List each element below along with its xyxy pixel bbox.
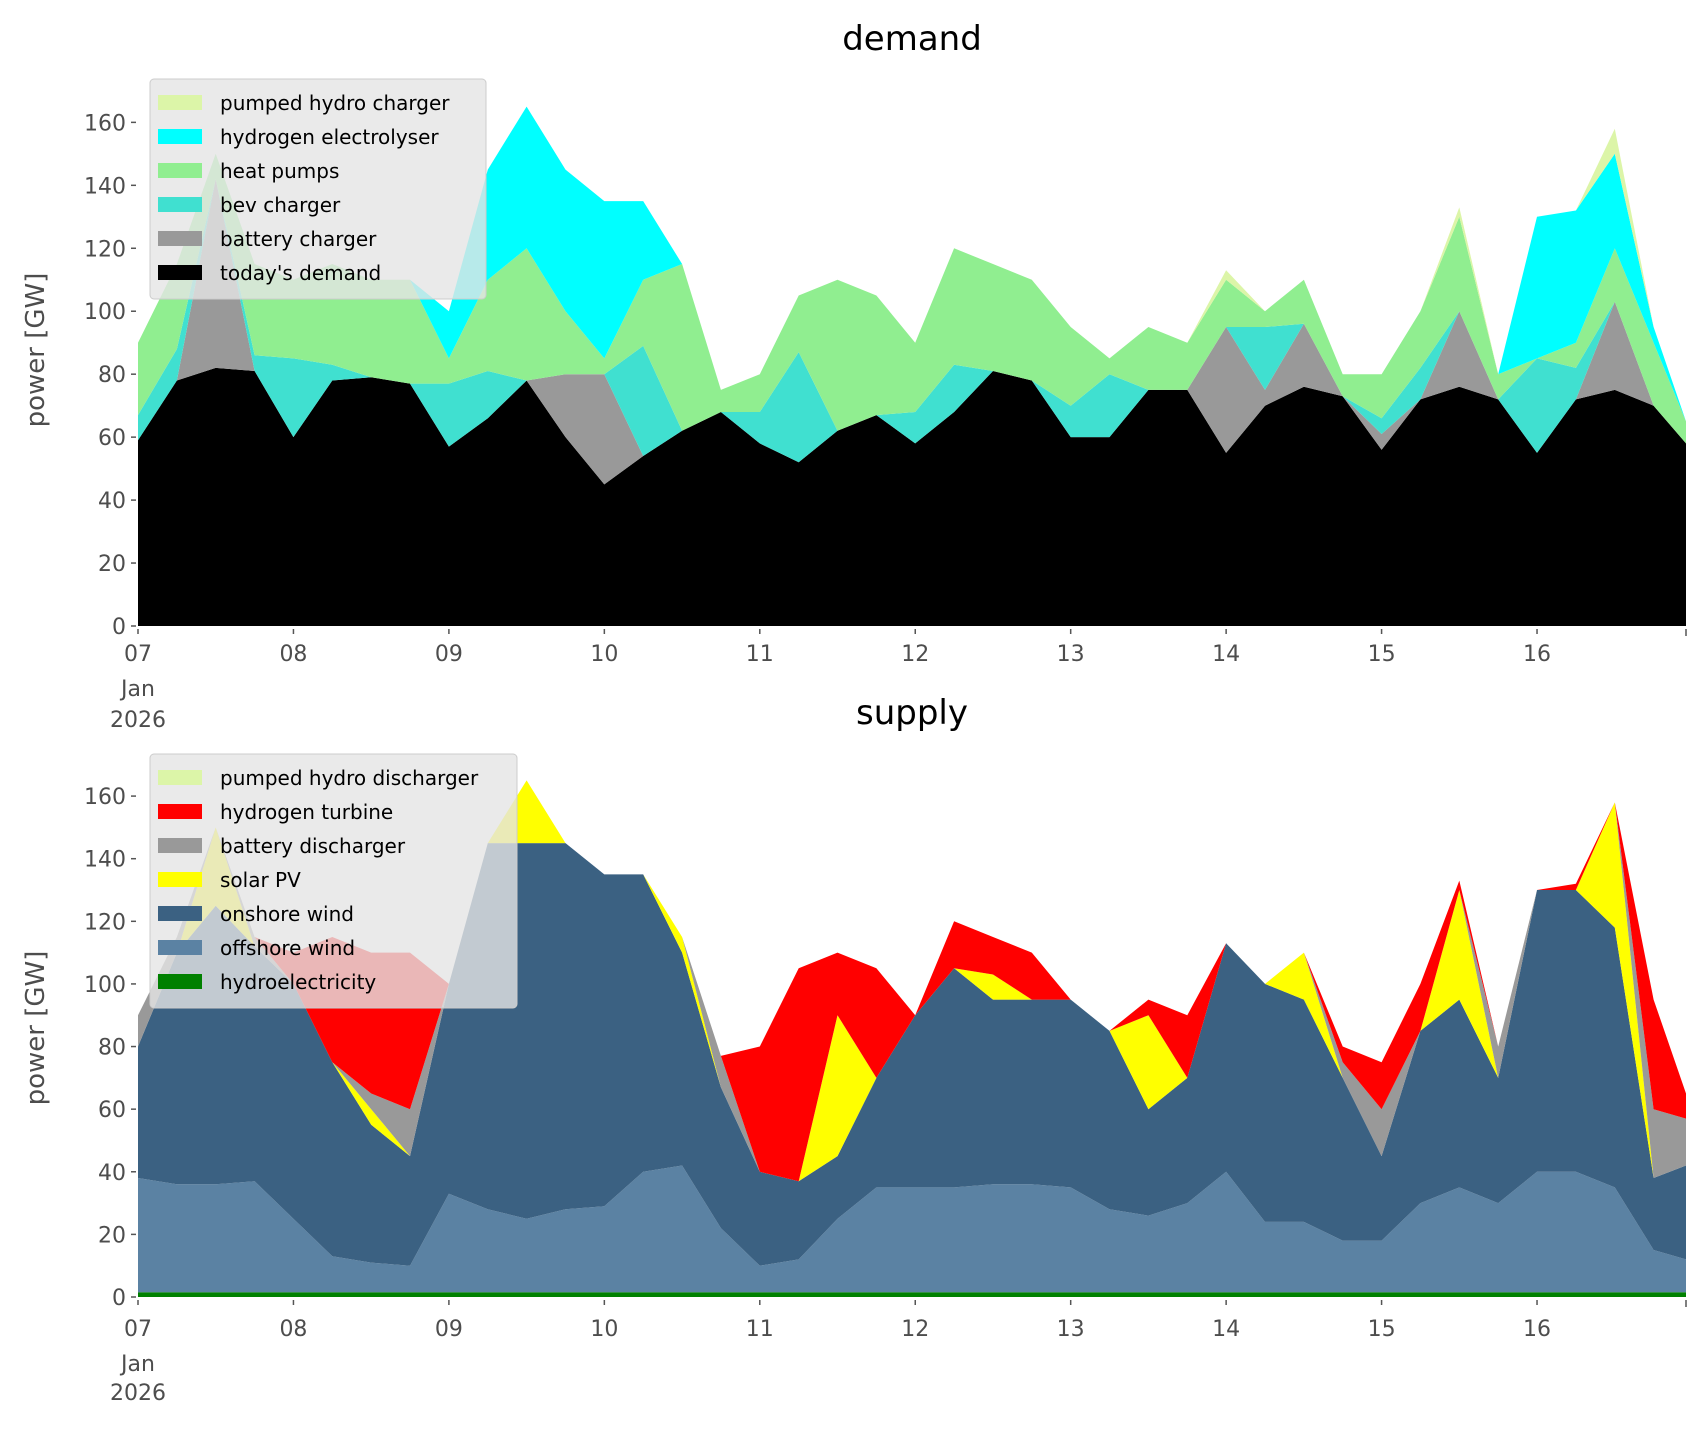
x-tick-label: 11 [746,1317,774,1342]
legend-label: hydroelectricity [220,970,376,994]
y-tick-label: 0 [112,615,126,640]
legend-swatch [158,974,202,989]
x-tick-label: 08 [279,1317,307,1342]
x-tick-label: 10 [590,642,618,667]
supply-panel: supply power [GW] 0 20 40 60 80 100 120 140 160 07 0… [21,693,1687,1406]
x-tick-sublabel-month: Jan [119,677,155,702]
demand-panel: demand power [GW] 0 20 40 60 80 100 120 140 160 07 0… [21,19,1687,733]
y-tick-label: 140 [84,174,126,199]
area-hydroelectricity [138,1292,1686,1297]
x-tick-label: 10 [590,1317,618,1342]
area-hydrogen-electrolyser [138,106,1686,422]
legend-label: pumped hydro charger [220,91,450,115]
area-onshore-wind [138,843,1686,1266]
y-tick-label: 160 [84,111,126,136]
y-tick-label: 120 [84,910,126,935]
x-tick-label: 12 [901,642,929,667]
y-tick-label: 60 [98,1098,126,1123]
legend-swatch [158,838,202,853]
y-tick-label: 120 [84,237,126,262]
x-tick-label: 15 [1368,1317,1396,1342]
legend: pumped hydro discharger hydrogen turbine b… [149,753,518,1009]
y-tick-label: 140 [84,848,126,873]
legend-label: pumped hydro discharger [220,766,479,790]
x-tick-label: 09 [435,642,463,667]
x-tick-label: 16 [1523,642,1551,667]
legend-swatch [158,906,202,921]
legend-swatch [158,265,202,280]
x-tick-label: 08 [279,642,307,667]
y-tick-label: 80 [98,363,126,388]
x-tick-label: 07 [124,1317,152,1342]
area-heat-pumps [138,153,1686,444]
legend-swatch [158,95,202,110]
legend-label: hydrogen electrolyser [220,125,439,149]
chart-title: demand [842,19,982,59]
x-tick-label: 14 [1212,642,1240,667]
x-tick-sublabel-month: Jan [119,1352,155,1377]
legend-box [149,78,487,300]
y-tick-label: 100 [84,300,126,325]
legend-swatch [158,231,202,246]
legend-label: onshore wind [220,902,354,926]
legend-swatch [158,872,202,887]
legend-box [149,753,518,1009]
legend: pumped hydro charger hydrogen electrolyse… [149,78,487,300]
legend-label: heat pumps [220,159,339,183]
x-tick-label: 15 [1368,642,1396,667]
x-tick-label: 13 [1057,642,1085,667]
y-tick-label: 100 [84,973,126,998]
legend-label: today's demand [220,261,381,285]
y-tick-label: 160 [84,785,126,810]
x-tick-label: 12 [901,1317,929,1342]
legend-label: battery discharger [220,834,406,858]
x-tick-label: 16 [1523,1317,1551,1342]
legend-label: offshore wind [220,936,355,960]
x-tick-sublabel-year: 2026 [110,1381,166,1406]
area-bev-charger [138,179,1686,463]
legend-label: battery charger [220,227,377,251]
x-tick-label: 07 [124,642,152,667]
legend-label: bev charger [220,193,341,217]
legend-label: hydrogen turbine [220,800,393,824]
y-tick-label: 40 [98,1161,126,1186]
y-tick-label: 60 [98,426,126,451]
legend-label: solar PV [220,868,301,892]
chart-title: supply [856,693,968,733]
x-tick-sublabel-year: 2026 [110,708,166,733]
x-tick-label: 14 [1212,1317,1240,1342]
legend-swatch [158,940,202,955]
y-tick-label: 20 [98,552,126,577]
x-tick-label: 13 [1057,1317,1085,1342]
legend-swatch [158,197,202,212]
legend-swatch [158,163,202,178]
y-tick-label: 20 [98,1223,126,1248]
legend-swatch [158,770,202,785]
y-tick-label: 40 [98,489,126,514]
area-today-s-demand [138,367,1686,626]
y-tick-label: 0 [112,1286,126,1311]
legend-swatch [158,804,202,819]
area-offshore-wind [138,1165,1686,1293]
y-axis-label: power [GW] [21,273,51,428]
y-axis-label: power [GW] [21,951,51,1106]
legend-swatch [158,129,202,144]
x-tick-label: 11 [746,642,774,667]
x-tick-label: 09 [435,1317,463,1342]
y-tick-label: 80 [98,1036,126,1061]
